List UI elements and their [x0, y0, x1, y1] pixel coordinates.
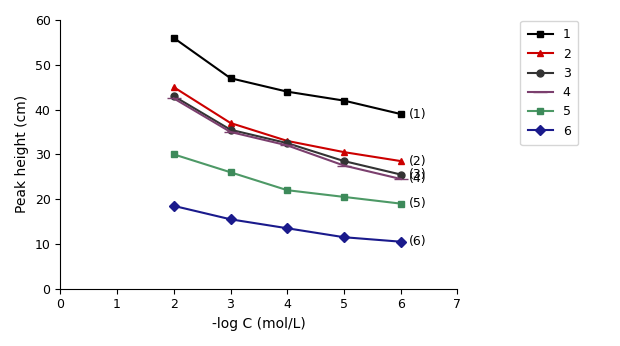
1	[340, 99, 348, 103]
3	[340, 159, 348, 163]
Line: 5: 5	[170, 151, 404, 207]
Line: 1: 1	[170, 35, 404, 118]
Line: 4: 4	[167, 91, 408, 186]
Text: (1): (1)	[409, 108, 427, 120]
Text: (4): (4)	[409, 173, 427, 185]
Line: 2: 2	[170, 84, 404, 165]
1	[227, 76, 234, 80]
5	[283, 188, 291, 192]
3	[283, 141, 291, 145]
6	[283, 226, 291, 230]
Line: 6: 6	[170, 202, 404, 245]
5	[170, 152, 177, 156]
Legend: 1, 2, 3, 4, 5, 6: 1, 2, 3, 4, 5, 6	[520, 21, 578, 145]
6	[340, 235, 348, 239]
3	[170, 94, 177, 98]
3	[227, 128, 234, 132]
3	[397, 172, 404, 176]
1	[170, 36, 177, 40]
1	[283, 90, 291, 94]
6	[227, 217, 234, 221]
Text: (6): (6)	[409, 235, 427, 248]
5	[227, 170, 234, 174]
4	[397, 177, 404, 181]
5	[397, 202, 404, 206]
2	[340, 150, 348, 154]
5	[340, 195, 348, 199]
Text: (3): (3)	[409, 168, 427, 181]
2	[227, 121, 234, 125]
Text: (2): (2)	[409, 155, 427, 167]
2	[170, 85, 177, 89]
6	[170, 204, 177, 208]
Y-axis label: Peak height (cm): Peak height (cm)	[15, 95, 29, 213]
4	[340, 163, 348, 167]
4	[170, 96, 177, 100]
4	[283, 143, 291, 147]
4	[227, 130, 234, 134]
2	[283, 139, 291, 143]
Text: (5): (5)	[409, 197, 427, 210]
X-axis label: -log C (mol/L): -log C (mol/L)	[212, 317, 306, 331]
6	[397, 240, 404, 244]
2	[397, 159, 404, 163]
Line: 3: 3	[170, 93, 404, 178]
1	[397, 112, 404, 116]
